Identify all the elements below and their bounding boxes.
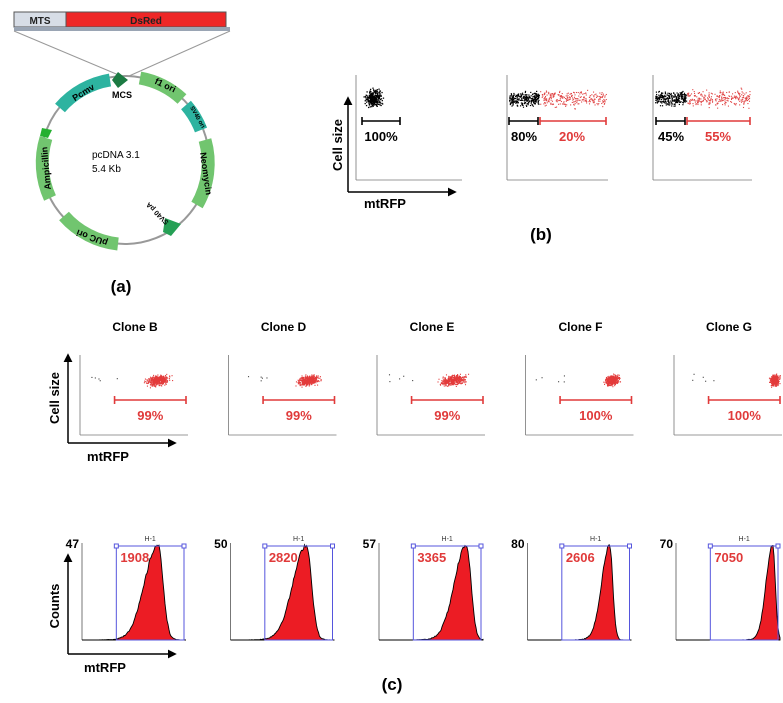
clone-title: Clone B [112,320,158,334]
sv40ori-arrow [180,100,208,133]
hist-gate-label: H-1 [739,536,750,543]
sv40pa-marker [163,218,181,236]
hist-ymax: 50 [214,537,228,551]
plasmid-map: Pcmv MCS f1 ori SV40 ori Neomycin SV40 p… [35,71,215,251]
scatter-events [91,373,174,389]
panel-c-scatter-ylabel: Cell size [47,372,62,424]
b1-black-pct: 80% [511,129,537,144]
clone-title: Clone G [706,320,752,334]
panel-c-hist-xlabel: mtRFP [84,660,126,675]
scatter-pct: 100% [728,408,762,423]
clone-title: Clone D [261,320,307,334]
hist-gate-handle-left [262,543,268,549]
hist-gate-box [709,545,779,641]
b1-events [509,89,607,110]
hist-ymax: 70 [660,537,674,551]
plasmid-size: 5.4 Kb [92,164,121,175]
hist-gate-label: H-1 [293,536,304,543]
b2-events [655,87,751,109]
hist-gate-box [115,545,185,641]
panel-b-plot-pool-2: 45% 55% [652,75,752,181]
pcmv-arrow [55,73,112,113]
hist-mfi: 3365 [417,550,446,565]
panel-a-label: (a) [111,277,132,296]
clone-title: Clone E [410,320,455,334]
scatter-pct: 99% [137,408,163,423]
hist-gate-label: H-1 [590,536,601,543]
b1-red-pct: 20% [559,129,585,144]
ampicillin-arrow [35,136,56,201]
hist-gate-handle-left [707,543,713,549]
clone-clone-d: Clone D 99% 50 H-1 2820 [214,320,337,641]
scatter-events [388,373,470,387]
scatter-pct: 99% [286,408,312,423]
scatter-events [535,373,622,388]
hist-gate-handle-right [775,543,781,549]
b0-black-pct: 100% [364,129,398,144]
f1ori-arrow [138,71,187,104]
scatter-pct: 100% [579,408,613,423]
hist-gate-box [264,545,334,641]
hist-gate-label: H-1 [442,536,453,543]
panel-b-label: (b) [530,225,552,244]
construct-bar: MTS DsRed [13,11,231,77]
hist-gate-handle-right [181,543,187,549]
puc-ori-arrow [59,211,119,251]
panel-b-ylabel: Cell size [330,119,345,171]
hist-mfi: 7050 [714,550,743,565]
hist-gate-box [561,545,631,641]
hist-mfi: 2820 [269,550,298,565]
clone-clone-b: Clone B 99% 47 H-1 1908 [66,320,188,641]
panel-c-scatter-xlabel: mtRFP [87,449,129,464]
hist-gate-handle-left [559,543,565,549]
panel-b-plot-pool-1: 80% 20% [506,75,608,181]
construct-shadow [14,27,230,31]
amp-promoter-marker [40,128,52,138]
hist-gate-box [412,545,482,641]
plasmid-name: pcDNA 3.1 [92,150,140,161]
b2-black-pct: 45% [658,129,684,144]
panel-c-hist-ylabel: Counts [47,584,62,629]
clone-clone-e: Clone E 99% 57 H-1 3365 [363,320,485,641]
mcs-marker [112,72,128,88]
panel-b-plot-untransfected: 100% [355,75,462,181]
hist-gate-handle-right [478,543,484,549]
zoom-line-left [13,30,122,77]
hist-ymax: 47 [66,537,80,551]
hist-gate-handle-right [627,543,632,549]
panel-c-label: (c) [382,675,403,694]
neomycin-arrow [191,138,215,209]
dsred-label: DsRed [130,16,162,27]
panel-b-axis-key: Cell size mtRFP [330,96,457,211]
hist-gate-handle-right [330,543,335,549]
b2-red-pct: 55% [705,129,731,144]
panel-b-xlabel: mtRFP [364,196,406,211]
scatter-events [247,374,322,388]
hist-gate-label: H-1 [145,536,156,543]
hist-curve [82,544,186,641]
clone-title: Clone F [559,320,603,334]
hist-curve [379,544,484,641]
b0-events [363,87,385,109]
sv40pa-label: SV40 pA [145,201,170,226]
scatter-events [692,373,781,388]
clone-clone-f: Clone F 100% 80 H-1 2606 [511,320,634,641]
hist-mfi: 1908 [120,550,149,565]
hist-gate-handle-left [410,543,416,549]
panel-c-axis-key: Cell size mtRFP Counts mtRFP [47,353,177,675]
hist-ymax: 80 [511,537,525,551]
mcs-label: MCS [112,90,132,100]
clone-clone-g: Clone G 100% 70 H-1 7050 [660,320,782,641]
mts-label: MTS [29,16,50,27]
hist-curve [230,543,335,641]
ampicillin-label: Ampicillin [39,146,53,190]
hist-ymax: 57 [363,537,377,551]
scatter-pct: 99% [434,408,460,423]
hist-mfi: 2606 [566,550,595,565]
zoom-line-right [128,30,231,77]
hist-curve [527,544,632,641]
hist-gate-handle-left [113,543,119,549]
